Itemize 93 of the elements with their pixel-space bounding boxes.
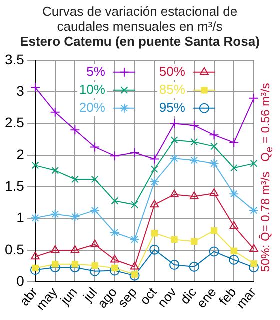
y-tick-label: 1.5 xyxy=(4,178,25,194)
point xyxy=(209,130,220,140)
point xyxy=(250,260,258,268)
point xyxy=(70,262,80,273)
point xyxy=(209,158,220,169)
point xyxy=(230,164,238,172)
point xyxy=(150,177,160,188)
point xyxy=(151,230,158,237)
point xyxy=(30,265,40,276)
point xyxy=(229,254,240,265)
point xyxy=(170,190,179,198)
point xyxy=(90,142,100,152)
point xyxy=(249,262,259,273)
point xyxy=(189,120,200,131)
legend-label: 95% xyxy=(159,100,186,115)
legend-label: 5% xyxy=(86,64,106,79)
point xyxy=(50,262,60,273)
point xyxy=(150,244,160,255)
point xyxy=(189,156,200,166)
point xyxy=(52,261,59,268)
point xyxy=(230,221,239,230)
point xyxy=(110,254,120,263)
point xyxy=(52,166,60,174)
legend-label: 50% xyxy=(159,64,186,79)
text: 50%: Q̄= 0.78 m³/s Q xyxy=(258,152,272,272)
point xyxy=(32,162,40,170)
x-tick-label: dic xyxy=(177,284,200,308)
y-tick-label: 2.5 xyxy=(4,114,25,131)
point xyxy=(189,262,200,272)
point xyxy=(70,245,80,254)
point xyxy=(150,200,160,208)
point xyxy=(210,228,218,234)
point xyxy=(90,206,100,216)
point xyxy=(249,93,259,104)
y-tick-label: 3.5 xyxy=(4,51,25,68)
point xyxy=(170,154,180,164)
point xyxy=(30,213,40,224)
point xyxy=(50,245,60,254)
point xyxy=(90,240,100,248)
point xyxy=(229,138,240,148)
point xyxy=(170,136,178,144)
legend-label: 85% xyxy=(159,82,186,97)
point xyxy=(150,154,160,164)
point xyxy=(31,252,40,260)
point xyxy=(190,192,199,200)
point xyxy=(250,160,258,168)
x-tick-label: jun xyxy=(56,284,80,308)
point xyxy=(70,212,80,222)
point xyxy=(150,166,158,174)
point xyxy=(171,236,178,244)
point xyxy=(131,201,138,209)
y-tick-label: 1 xyxy=(16,210,25,226)
point xyxy=(191,238,198,245)
chart-subtitle: Estero Catemu (en puente Santa Rosa) xyxy=(19,34,261,49)
y-tick-label: 2 xyxy=(16,146,25,162)
point xyxy=(72,176,79,184)
y-tick-label: 0.5 xyxy=(4,241,25,258)
point xyxy=(110,266,120,276)
x-tick-label: oct xyxy=(137,284,160,308)
point xyxy=(91,176,99,184)
point xyxy=(111,197,119,205)
point xyxy=(250,244,258,252)
point xyxy=(130,262,140,270)
chart-title: Curvas de variación estacional de caudales mensuales en m³/s xyxy=(41,4,239,34)
y-tick-label: 0 xyxy=(16,273,25,290)
legend-label: 20% xyxy=(79,100,106,115)
point xyxy=(112,264,118,272)
point xyxy=(32,264,39,272)
point xyxy=(70,125,80,136)
point xyxy=(72,261,79,268)
point xyxy=(229,189,240,200)
point xyxy=(209,246,220,257)
point xyxy=(131,271,138,278)
point xyxy=(170,260,180,270)
point xyxy=(130,234,140,245)
point xyxy=(249,206,259,216)
x-tick-label: jul xyxy=(80,284,100,306)
point xyxy=(130,270,140,281)
legend-label: 10% xyxy=(79,82,106,97)
point xyxy=(170,118,180,129)
point xyxy=(50,209,60,220)
point xyxy=(230,248,238,254)
point xyxy=(190,138,198,146)
point xyxy=(210,188,219,196)
point xyxy=(50,107,60,118)
point xyxy=(210,142,218,150)
y-tick-label: 3 xyxy=(16,82,25,99)
point xyxy=(92,262,98,270)
point xyxy=(110,151,120,162)
point xyxy=(110,228,120,238)
point xyxy=(130,148,140,158)
point xyxy=(30,82,40,93)
point xyxy=(90,266,100,276)
